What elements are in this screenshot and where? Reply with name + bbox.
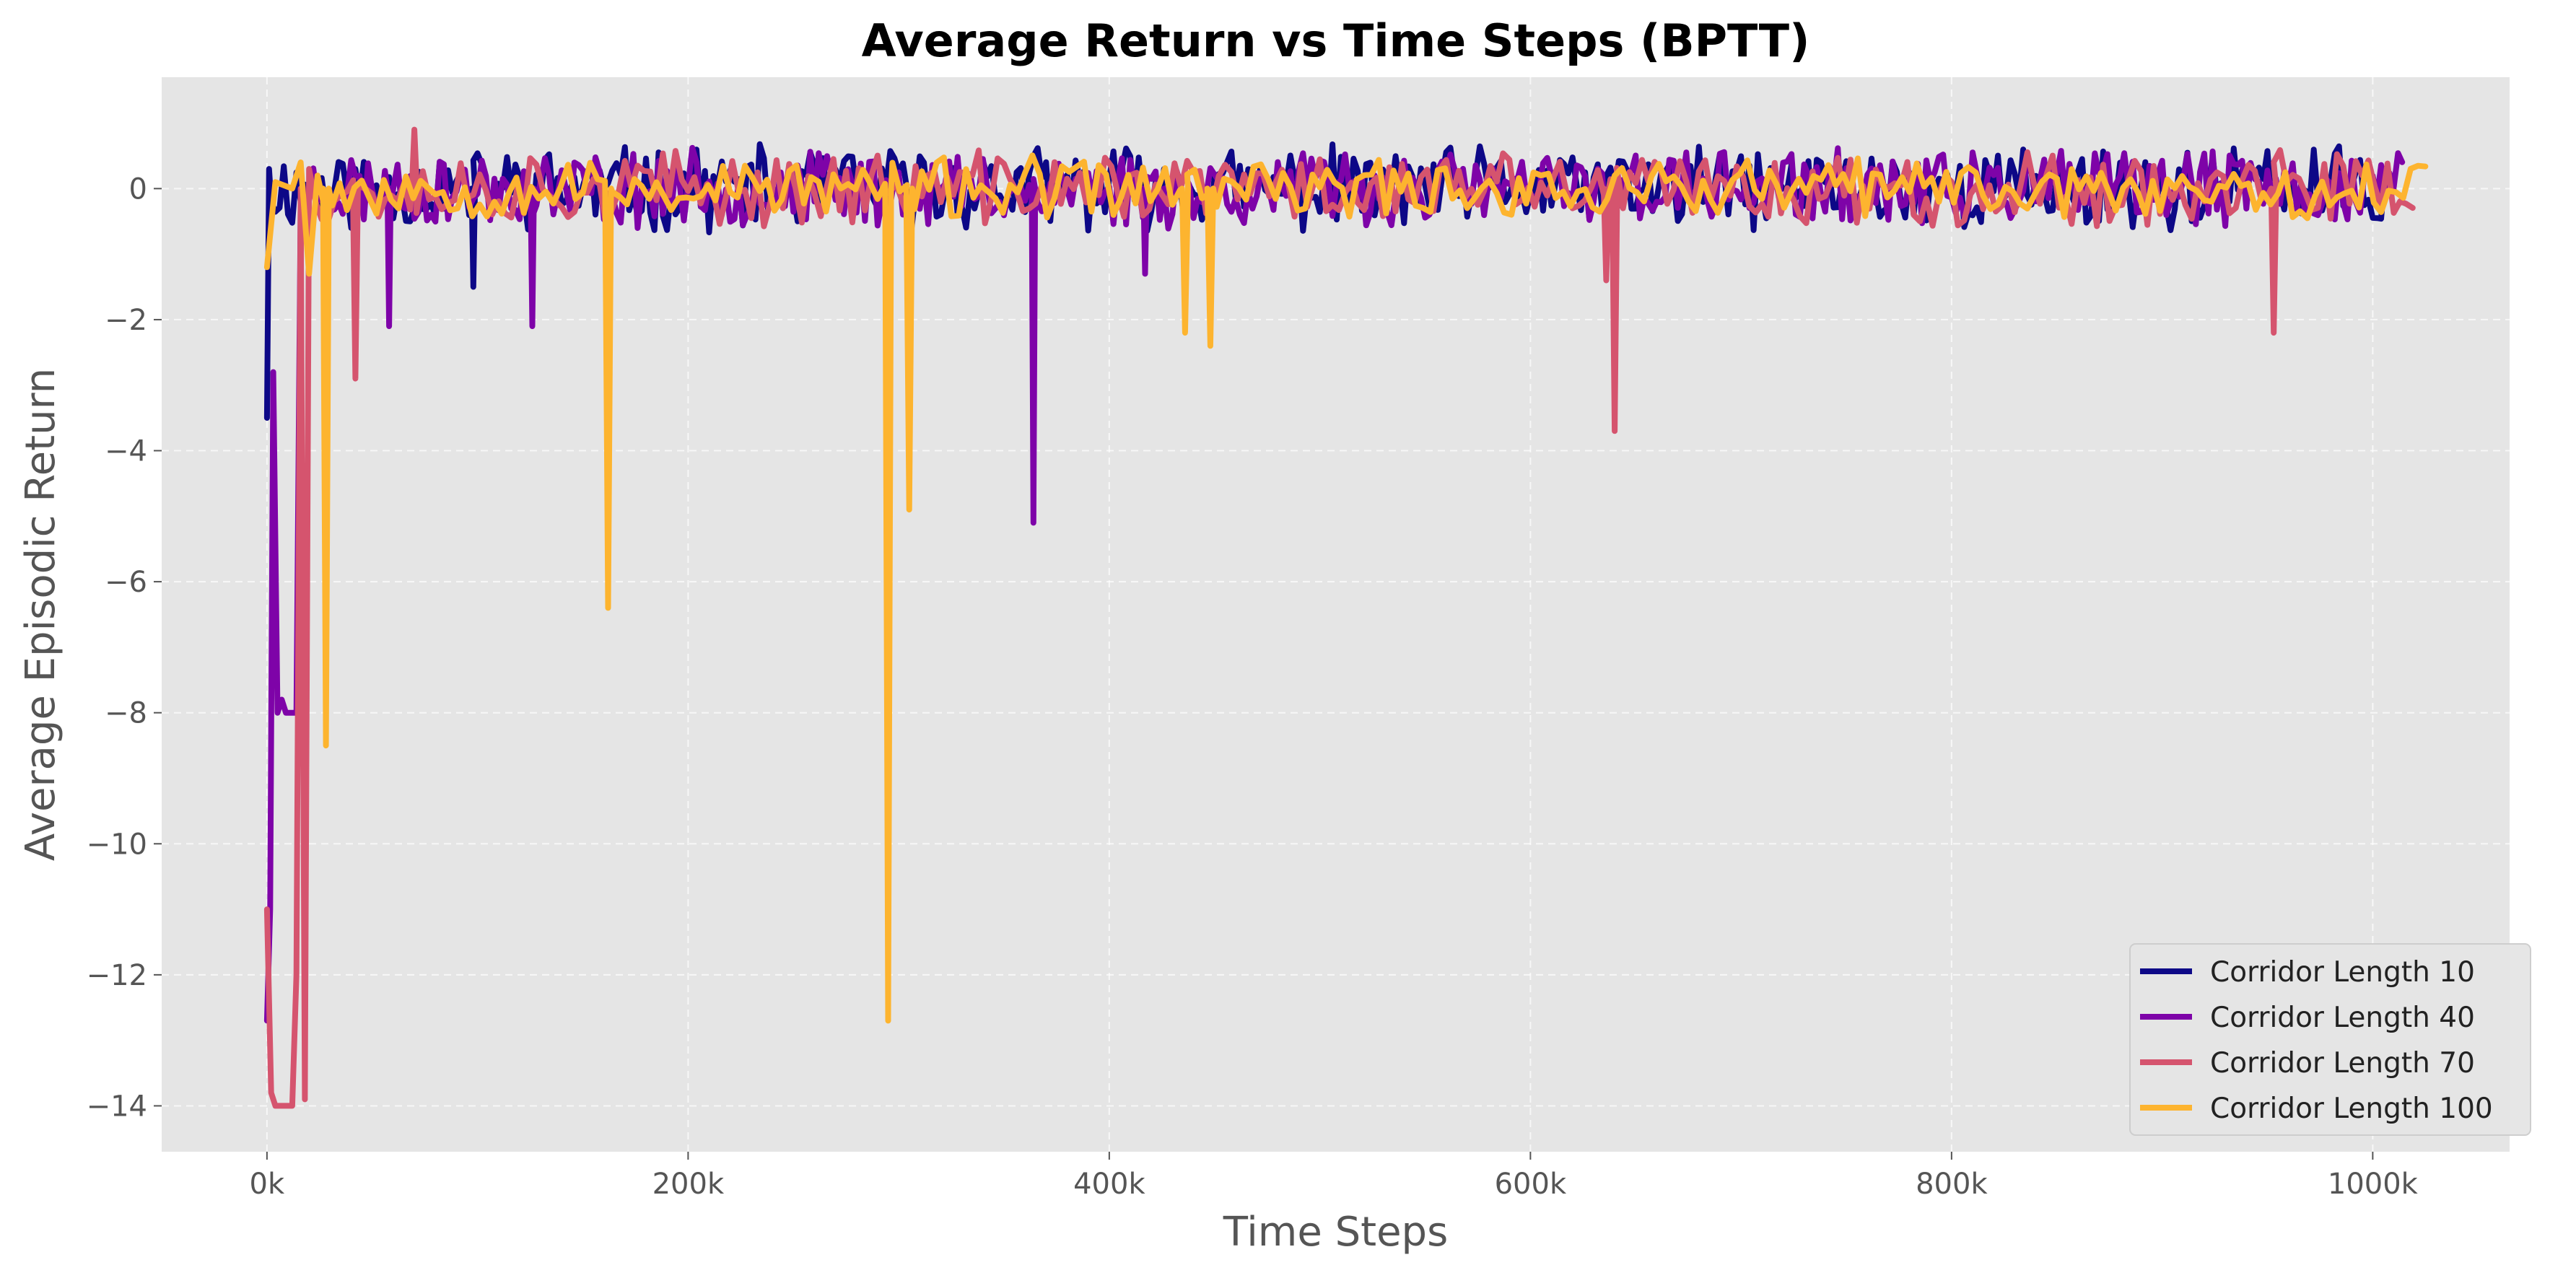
series-line-4 — [263, 152, 2429, 1024]
y-tick-label: −8 — [105, 697, 147, 730]
legend-label: Corridor Length 70 — [2210, 1047, 2475, 1080]
y-tick-label: 0 — [129, 172, 147, 206]
x-tick-label: 400k — [1073, 1168, 1145, 1201]
y-tick-label: −6 — [105, 566, 147, 599]
y-axis-ticks: 0 −2 −4 −6 −8 −10 −12 −14 — [87, 172, 162, 1123]
x-axis-label: Time Steps — [1223, 1209, 1449, 1256]
legend-box — [2129, 943, 2531, 1136]
series-lines — [263, 126, 2429, 1109]
y-tick-label: −10 — [87, 828, 147, 861]
legend: Corridor Length 10 Corridor Length 40 Corr… — [2129, 943, 2531, 1136]
y-tick-label: −4 — [105, 435, 147, 468]
x-tick-label: 600k — [1495, 1168, 1567, 1201]
x-axis-ticks: 0k 200k 400k 600k 800k 1000k — [250, 1152, 2419, 1201]
legend-label: Corridor Length 10 — [2210, 956, 2475, 989]
legend-label: Corridor Length 100 — [2210, 1093, 2493, 1125]
x-tick-label: 0k — [250, 1168, 285, 1201]
x-tick-label: 1000k — [2328, 1168, 2419, 1201]
y-tick-label: −12 — [87, 959, 147, 992]
legend-label: Corridor Length 40 — [2210, 1002, 2475, 1034]
y-axis-label: Average Episodic Return — [17, 368, 64, 861]
y-tick-label: −2 — [105, 304, 147, 337]
chart-title: Average Return vs Time Steps (BPTT) — [862, 14, 1810, 67]
y-tick-label: −14 — [87, 1090, 147, 1123]
x-tick-label: 800k — [1916, 1168, 1988, 1201]
x-tick-label: 200k — [652, 1168, 725, 1201]
plot-area — [162, 77, 2510, 1152]
